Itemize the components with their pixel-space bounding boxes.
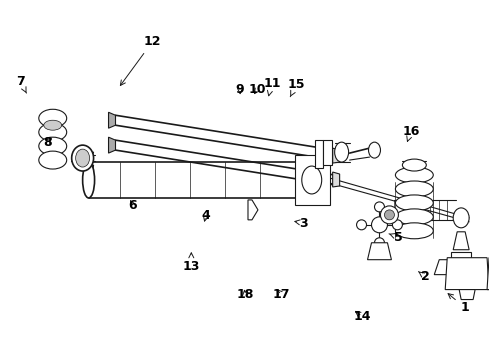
Polygon shape: [453, 232, 469, 250]
Text: 3: 3: [295, 216, 308, 230]
Polygon shape: [445, 258, 489, 289]
Text: 15: 15: [288, 78, 305, 97]
Polygon shape: [434, 260, 484, 275]
Circle shape: [392, 220, 402, 230]
Text: 13: 13: [183, 253, 200, 273]
Polygon shape: [108, 137, 116, 153]
Text: 12: 12: [121, 35, 161, 85]
Polygon shape: [333, 172, 340, 187]
Text: 7: 7: [16, 75, 26, 93]
Ellipse shape: [39, 151, 67, 169]
Polygon shape: [467, 264, 470, 270]
Text: 8: 8: [43, 136, 51, 149]
Ellipse shape: [395, 209, 433, 225]
Text: 1: 1: [448, 294, 469, 314]
Circle shape: [374, 238, 385, 248]
Text: 9: 9: [236, 83, 245, 96]
Ellipse shape: [39, 123, 67, 141]
Ellipse shape: [368, 142, 380, 158]
Ellipse shape: [395, 195, 433, 211]
Polygon shape: [463, 264, 466, 270]
Ellipse shape: [39, 109, 67, 127]
Ellipse shape: [395, 223, 433, 239]
Circle shape: [380, 206, 398, 224]
Ellipse shape: [83, 162, 95, 198]
Polygon shape: [459, 289, 475, 300]
Polygon shape: [108, 112, 116, 128]
Polygon shape: [315, 140, 323, 168]
Ellipse shape: [402, 159, 426, 171]
Text: 16: 16: [402, 125, 419, 141]
Polygon shape: [295, 155, 330, 205]
Polygon shape: [487, 258, 490, 289]
Ellipse shape: [39, 137, 67, 155]
Polygon shape: [323, 140, 332, 165]
Ellipse shape: [72, 145, 94, 171]
Text: 4: 4: [201, 210, 210, 222]
Ellipse shape: [453, 208, 469, 228]
Text: 11: 11: [263, 77, 281, 96]
Ellipse shape: [44, 120, 62, 130]
Text: 6: 6: [128, 199, 137, 212]
Ellipse shape: [395, 181, 433, 197]
Text: 14: 14: [353, 310, 371, 323]
Circle shape: [357, 220, 367, 230]
Ellipse shape: [75, 149, 90, 167]
Text: 2: 2: [418, 270, 430, 283]
Polygon shape: [368, 243, 392, 260]
Text: 10: 10: [248, 83, 266, 96]
Text: 18: 18: [236, 288, 254, 301]
Text: 17: 17: [273, 288, 291, 301]
Polygon shape: [248, 200, 258, 220]
Ellipse shape: [335, 142, 348, 162]
Polygon shape: [455, 264, 458, 270]
Ellipse shape: [395, 167, 433, 183]
Circle shape: [374, 202, 385, 212]
Polygon shape: [333, 148, 340, 163]
Polygon shape: [459, 264, 462, 270]
Circle shape: [371, 217, 388, 233]
Ellipse shape: [302, 166, 322, 194]
Polygon shape: [451, 252, 471, 264]
Text: 5: 5: [389, 231, 403, 244]
Circle shape: [385, 210, 394, 220]
